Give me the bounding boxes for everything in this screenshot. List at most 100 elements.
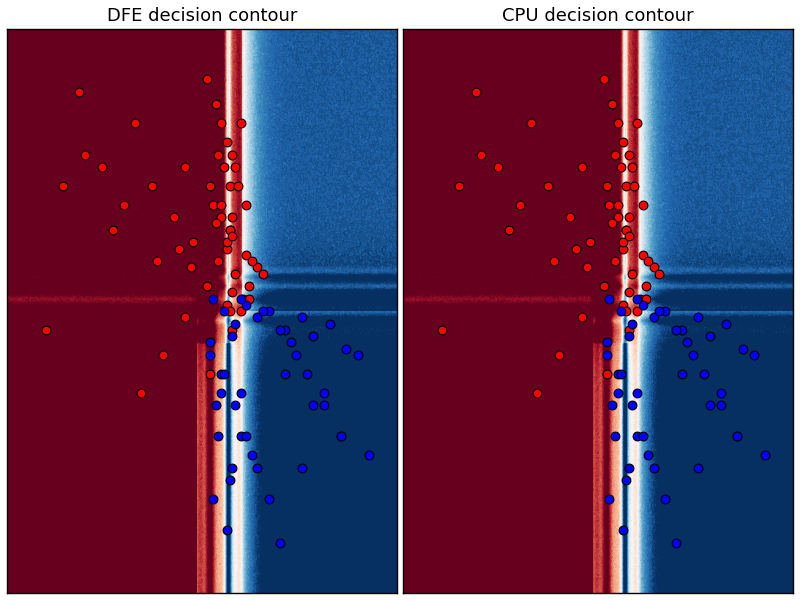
Point — [570, 244, 582, 253]
Point — [234, 307, 247, 316]
Point — [229, 162, 242, 172]
Point — [620, 475, 633, 485]
Point — [134, 388, 147, 397]
Point — [220, 238, 233, 247]
Point — [323, 319, 336, 328]
Point — [318, 400, 330, 410]
Point — [226, 325, 238, 335]
Point — [240, 300, 253, 310]
Point — [653, 269, 666, 278]
Point — [714, 400, 727, 410]
Point — [284, 338, 297, 347]
Point — [201, 74, 214, 84]
Point — [622, 212, 635, 222]
Point — [246, 256, 258, 266]
Point — [226, 331, 238, 341]
Point — [647, 463, 660, 473]
Point — [220, 137, 233, 147]
Point — [658, 307, 671, 316]
Point — [631, 388, 644, 397]
Point — [240, 431, 253, 441]
Point — [617, 244, 630, 253]
Point — [234, 388, 247, 397]
Point — [636, 250, 649, 260]
Point — [204, 369, 217, 379]
Point — [675, 369, 688, 379]
Point — [257, 307, 270, 316]
Point — [306, 331, 319, 341]
Point — [251, 263, 264, 272]
Point — [178, 313, 191, 322]
Point — [620, 225, 633, 235]
Point — [215, 200, 228, 209]
Point — [614, 162, 627, 172]
Point — [279, 325, 292, 335]
Point — [226, 231, 238, 241]
Point — [223, 181, 236, 191]
Point — [620, 307, 633, 316]
Point — [475, 150, 488, 160]
Point — [206, 494, 219, 504]
Point — [204, 181, 217, 191]
Point — [226, 212, 238, 222]
Point — [73, 87, 86, 97]
Point — [692, 463, 705, 473]
Point — [525, 118, 538, 128]
Point — [639, 294, 652, 304]
Point — [614, 307, 627, 316]
Point — [274, 538, 286, 548]
Point — [626, 319, 638, 328]
Point — [95, 162, 108, 172]
Point — [226, 287, 238, 297]
Point — [212, 256, 225, 266]
Point — [184, 263, 197, 272]
Point — [204, 350, 217, 360]
Point — [609, 256, 622, 266]
Point — [470, 87, 482, 97]
Point — [215, 388, 228, 397]
Point — [642, 451, 654, 460]
Point — [262, 307, 275, 316]
Point — [636, 300, 649, 310]
Point — [242, 294, 255, 304]
Point — [731, 431, 744, 441]
Point — [220, 300, 233, 310]
Point — [626, 162, 638, 172]
Point — [218, 307, 230, 316]
Point — [698, 369, 710, 379]
Title: DFE decision contour: DFE decision contour — [106, 7, 297, 25]
Point — [334, 431, 347, 441]
Point — [581, 263, 594, 272]
Point — [218, 162, 230, 172]
Point — [647, 263, 660, 272]
Point — [622, 325, 635, 335]
Point — [675, 325, 688, 335]
Point — [622, 231, 635, 241]
Point — [600, 369, 613, 379]
Point — [553, 350, 566, 360]
Point — [514, 200, 526, 209]
Point — [575, 162, 588, 172]
Point — [234, 294, 247, 304]
Point — [620, 225, 633, 235]
Point — [583, 238, 596, 247]
Point — [201, 281, 214, 291]
Point — [731, 431, 744, 441]
Point — [436, 325, 449, 335]
Point — [229, 319, 242, 328]
Point — [215, 212, 228, 222]
Point — [220, 244, 233, 253]
Point — [575, 313, 588, 322]
Point — [334, 431, 347, 441]
Point — [106, 225, 119, 235]
Point — [642, 256, 654, 266]
Point — [611, 388, 624, 397]
Point — [220, 526, 233, 535]
Point — [151, 256, 164, 266]
Point — [290, 350, 302, 360]
Point — [634, 294, 646, 304]
Point — [210, 100, 222, 109]
Point — [606, 100, 618, 109]
Point — [257, 269, 270, 278]
Point — [720, 319, 733, 328]
